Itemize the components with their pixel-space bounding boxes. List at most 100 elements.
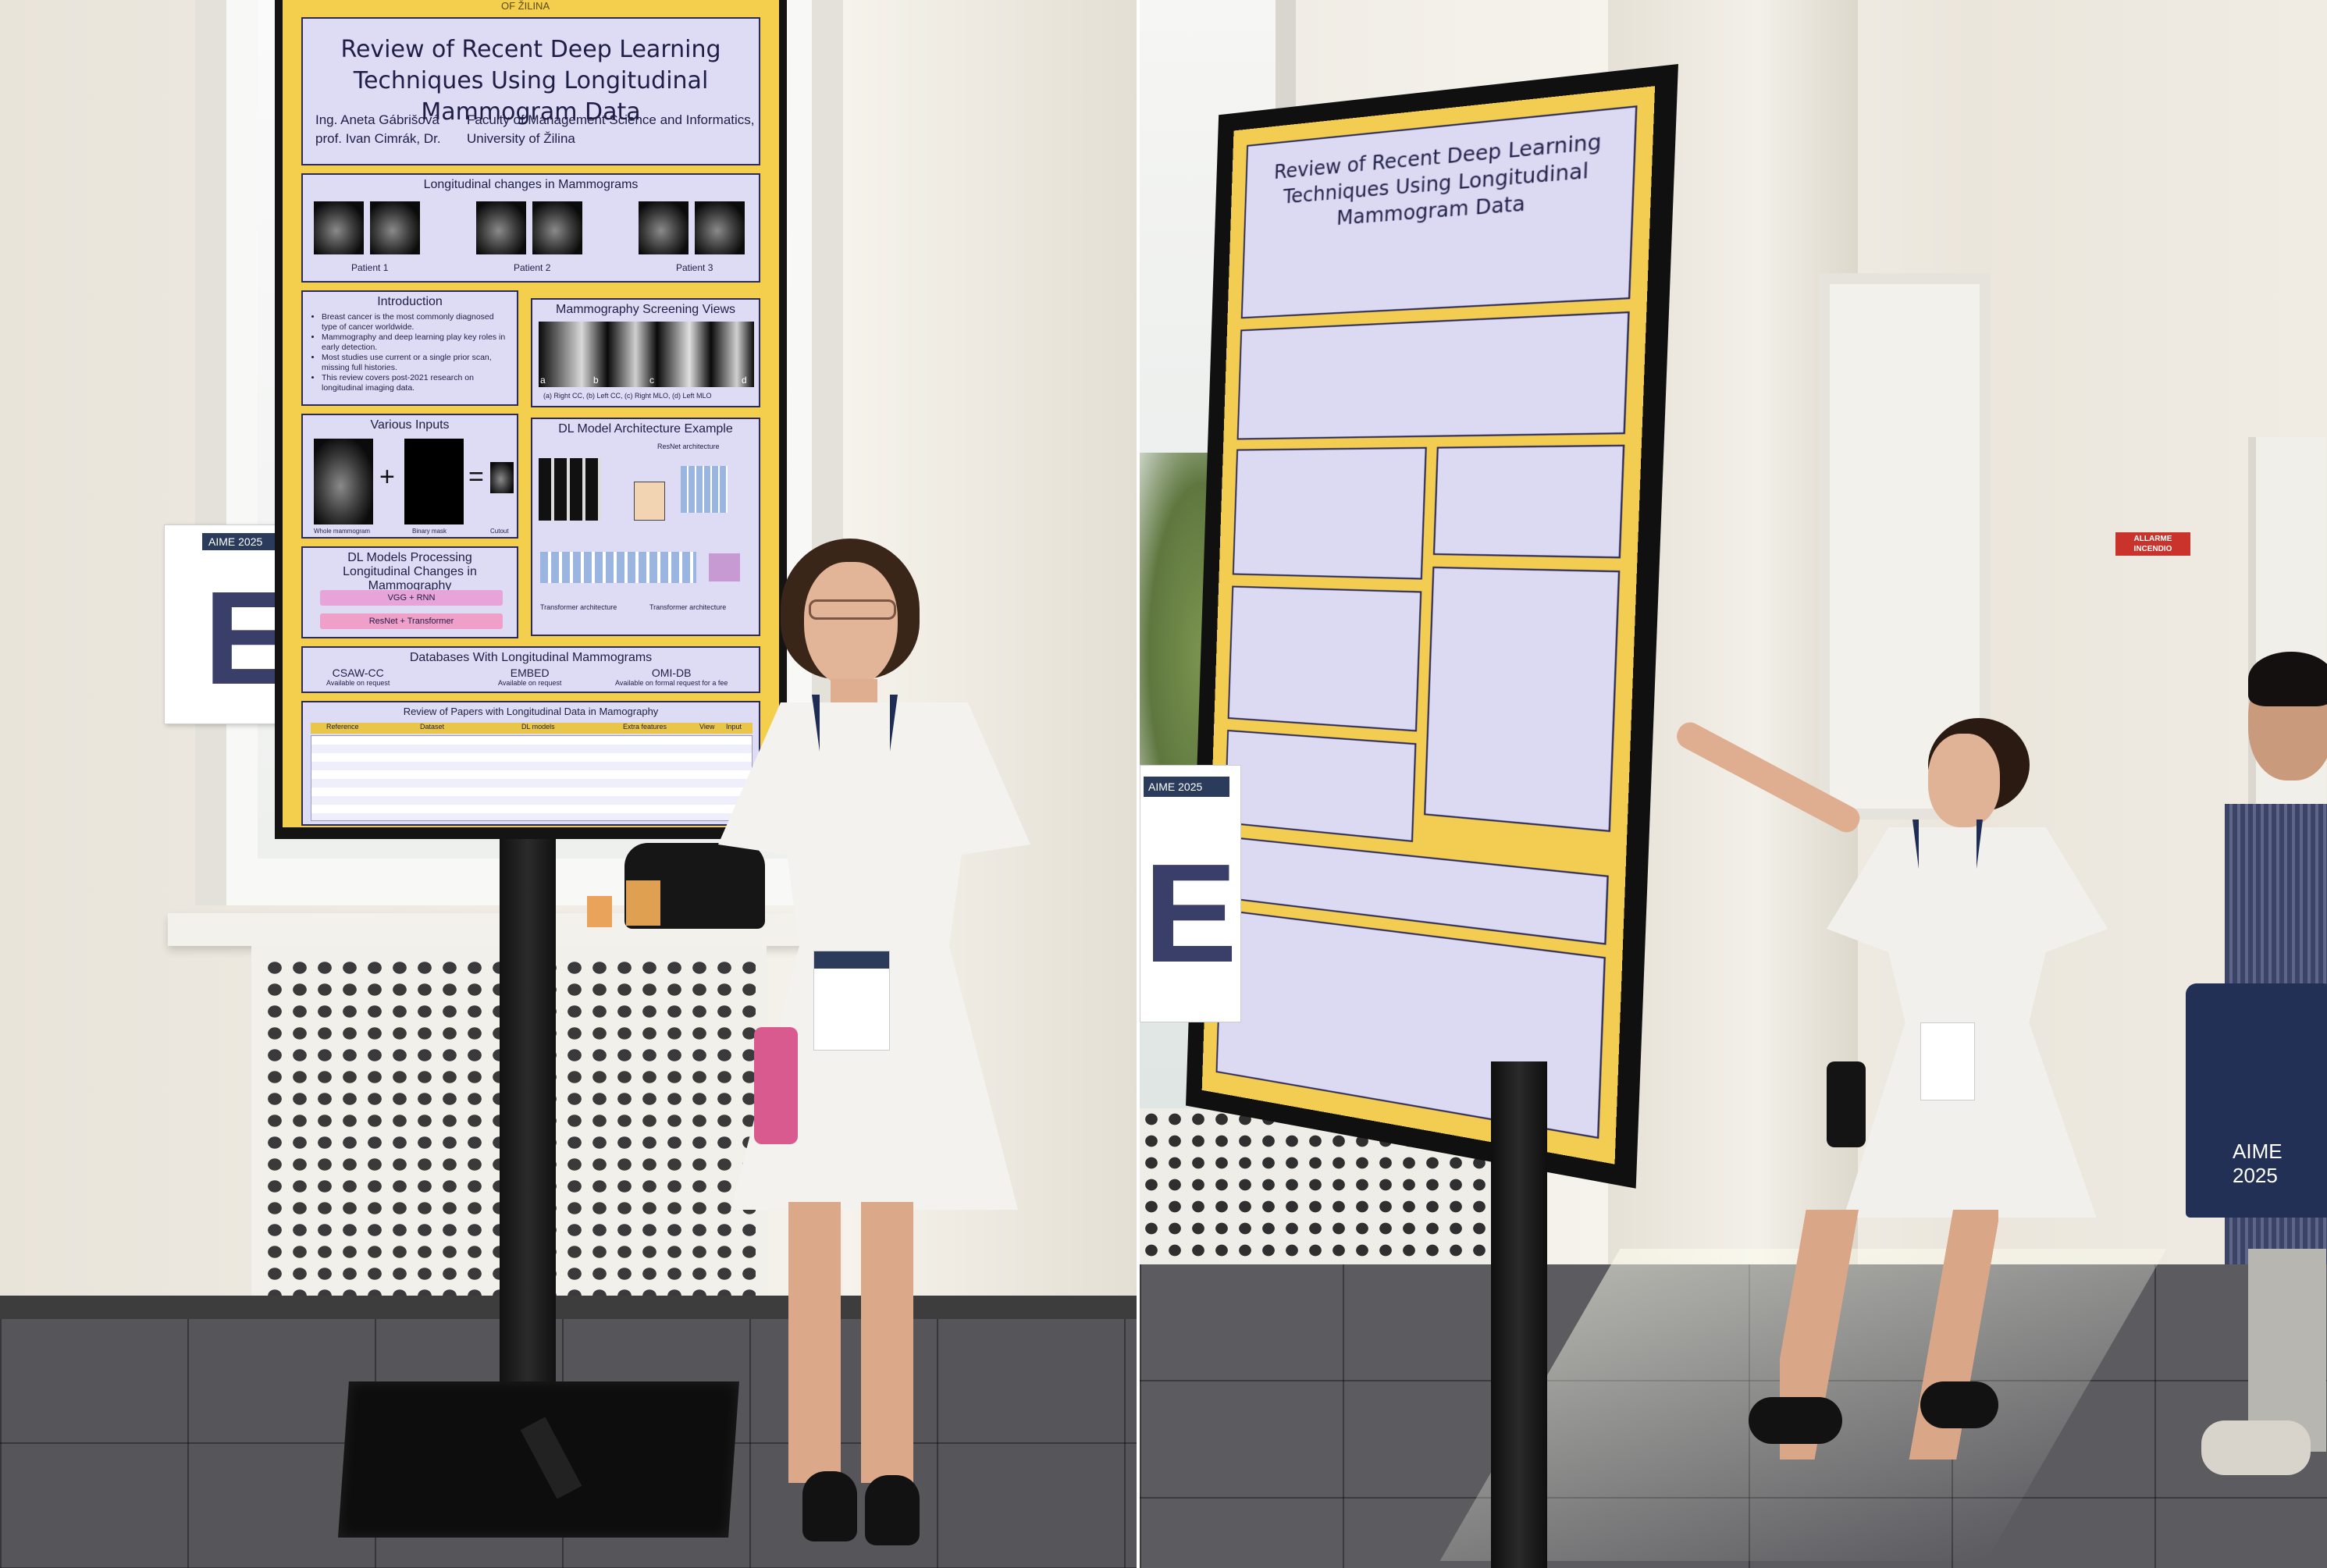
view-label: d (742, 375, 747, 386)
board-letter: E (1144, 835, 1238, 992)
patient-label: Patient 3 (676, 262, 713, 273)
table-column-header: Reference (326, 723, 359, 731)
presenter-face (1928, 734, 2000, 827)
conference-badge-label: AIME 2025 (1144, 777, 1229, 797)
phone (1827, 1061, 1866, 1147)
screening-views-image (539, 322, 754, 387)
photo-divider (1137, 0, 1140, 1568)
database-item: OMI-DB Available on formal request for a… (615, 667, 728, 687)
university-logo-text: OF ŽILINA (501, 0, 550, 12)
list-item: Breast cancer is the most commonly diagn… (322, 312, 509, 332)
mammogram-image (314, 201, 364, 254)
poster-affiliation: Faculty of Management Science and Inform… (467, 111, 755, 148)
panel-heading: DL Models Processing Longitudinal Change… (343, 551, 477, 592)
table-column-header: Input (726, 723, 742, 731)
mammogram-image (695, 201, 745, 254)
binary-mask-image (404, 439, 464, 524)
architecture-block (634, 482, 665, 521)
affiliation-line: Faculty of Management Science and Inform… (467, 112, 755, 127)
database-note: Available on request (326, 679, 390, 687)
architecture-block (540, 552, 696, 583)
architecture-label: ResNet architecture (657, 443, 720, 450)
loafer-shoe (802, 1471, 857, 1541)
patient-label: Patient 1 (351, 262, 389, 273)
introduction-list: Breast cancer is the most commonly diagn… (311, 312, 509, 393)
presenter-legs (788, 1202, 913, 1483)
input-caption: Binary mask (412, 528, 447, 535)
various-inputs-panel (1227, 585, 1422, 732)
paper-cup (587, 896, 612, 927)
dl-models-panel: DL Models Processing Longitudinal Change… (301, 546, 518, 638)
panel-heading: DL Model Architecture Example (558, 422, 733, 436)
table-column-header: Extra features (623, 723, 667, 731)
loafer-shoe (865, 1475, 920, 1545)
dl-architecture-panel (1424, 566, 1621, 833)
mammogram-image (639, 201, 688, 254)
mammogram-image (476, 201, 526, 254)
various-inputs-panel: Various Inputs + = Whole mammogram Binar… (301, 414, 518, 539)
author: prof. Ivan Cimrák, Dr. (315, 131, 441, 146)
plus-sign: + (379, 462, 395, 492)
screening-views-panel: Mammography Screening Views a b c d (a) … (531, 298, 760, 407)
attendee-legs (2248, 1249, 2326, 1452)
monitor-stand-pole (1491, 1061, 1547, 1568)
equals-sign: = (468, 462, 484, 492)
database-name: EMBED (510, 667, 550, 679)
table-column-header: DL models (521, 723, 555, 731)
architecture-label: Transformer architecture (649, 603, 727, 611)
papers-table-panel: Review of Papers with Longitudinal Data … (301, 701, 760, 826)
input-caption: Whole mammogram (314, 528, 371, 535)
view-label: b (593, 375, 599, 386)
database-note: Available on request (498, 679, 562, 687)
conference-badge-label: AIME 2025 (202, 533, 296, 550)
whole-mammogram-image (314, 439, 373, 524)
poster-board-sign: AIME 2025 E (1140, 765, 1241, 1022)
introduction-panel: Introduction Breast cancer is the most c… (301, 290, 518, 406)
database-name: OMI-DB (651, 667, 692, 679)
phone (754, 1027, 798, 1144)
panel-heading: Longitudinal changes in Mammograms (423, 178, 639, 191)
name-badge (813, 951, 890, 1051)
tote-bag-text: AIME 2025 (2233, 1140, 2283, 1187)
mammogram-image (532, 201, 582, 254)
sneaker (2201, 1420, 2311, 1475)
database-note: Available on formal request for a fee (615, 679, 728, 687)
database-item: EMBED Available on request (498, 667, 561, 687)
input-caption: Cutout (490, 528, 509, 535)
architecture-block (709, 553, 740, 581)
digital-poster: Review of Recent Deep Learning Technique… (1201, 86, 1656, 1164)
list-item: Most studies use current or a single pri… (322, 353, 509, 373)
database-name: CSAW-CC (332, 667, 384, 679)
longitudinal-changes-panel (1236, 311, 1630, 440)
view-label: c (649, 375, 654, 386)
table-body (311, 735, 753, 821)
photo-right: ALLARME INCENDIO Review of Recent Deep L… (1140, 0, 2327, 1568)
table-header: Reference Dataset DL models Extra featur… (311, 723, 753, 734)
views-caption: (a) Right CC, (b) Left CC, (c) Right MLO… (543, 392, 712, 400)
panel-heading: Various Inputs (370, 418, 450, 432)
floor (0, 1319, 1137, 1568)
monitor-stand-pole (500, 839, 556, 1417)
model-pill: VGG + RNN (320, 590, 503, 606)
table-column-header: Dataset (420, 723, 445, 731)
view-label: a (540, 375, 546, 386)
poster-title: Review of Recent Deep Learning Technique… (1273, 130, 1603, 230)
loafer-shoe (1920, 1381, 1998, 1428)
poster-authors: Ing. Aneta Gábrišová prof. Ivan Cimrák, … (315, 111, 441, 148)
glasses (809, 599, 896, 620)
screening-views-panel (1432, 444, 1625, 559)
tote-bag (2186, 983, 2327, 1218)
dl-architecture-panel: DL Model Architecture Example ResNet arc… (531, 418, 760, 636)
panel-heading: Introduction (377, 295, 443, 308)
loafer-shoe (1749, 1397, 1842, 1444)
model-pill: ResNet + Transformer (320, 613, 503, 629)
patient-label: Patient 2 (514, 262, 551, 273)
paper-cup (626, 880, 660, 926)
panel-heading: Mammography Screening Views (555, 303, 736, 316)
cutout-image (490, 462, 514, 493)
introduction-panel (1232, 446, 1427, 580)
name-badge (1920, 1022, 1975, 1100)
panel-heading: Databases With Longitudinal Mammograms (409, 651, 653, 664)
architecture-label: Transformer architecture (540, 603, 617, 611)
list-item: Mammography and deep learning play key r… (322, 332, 509, 353)
